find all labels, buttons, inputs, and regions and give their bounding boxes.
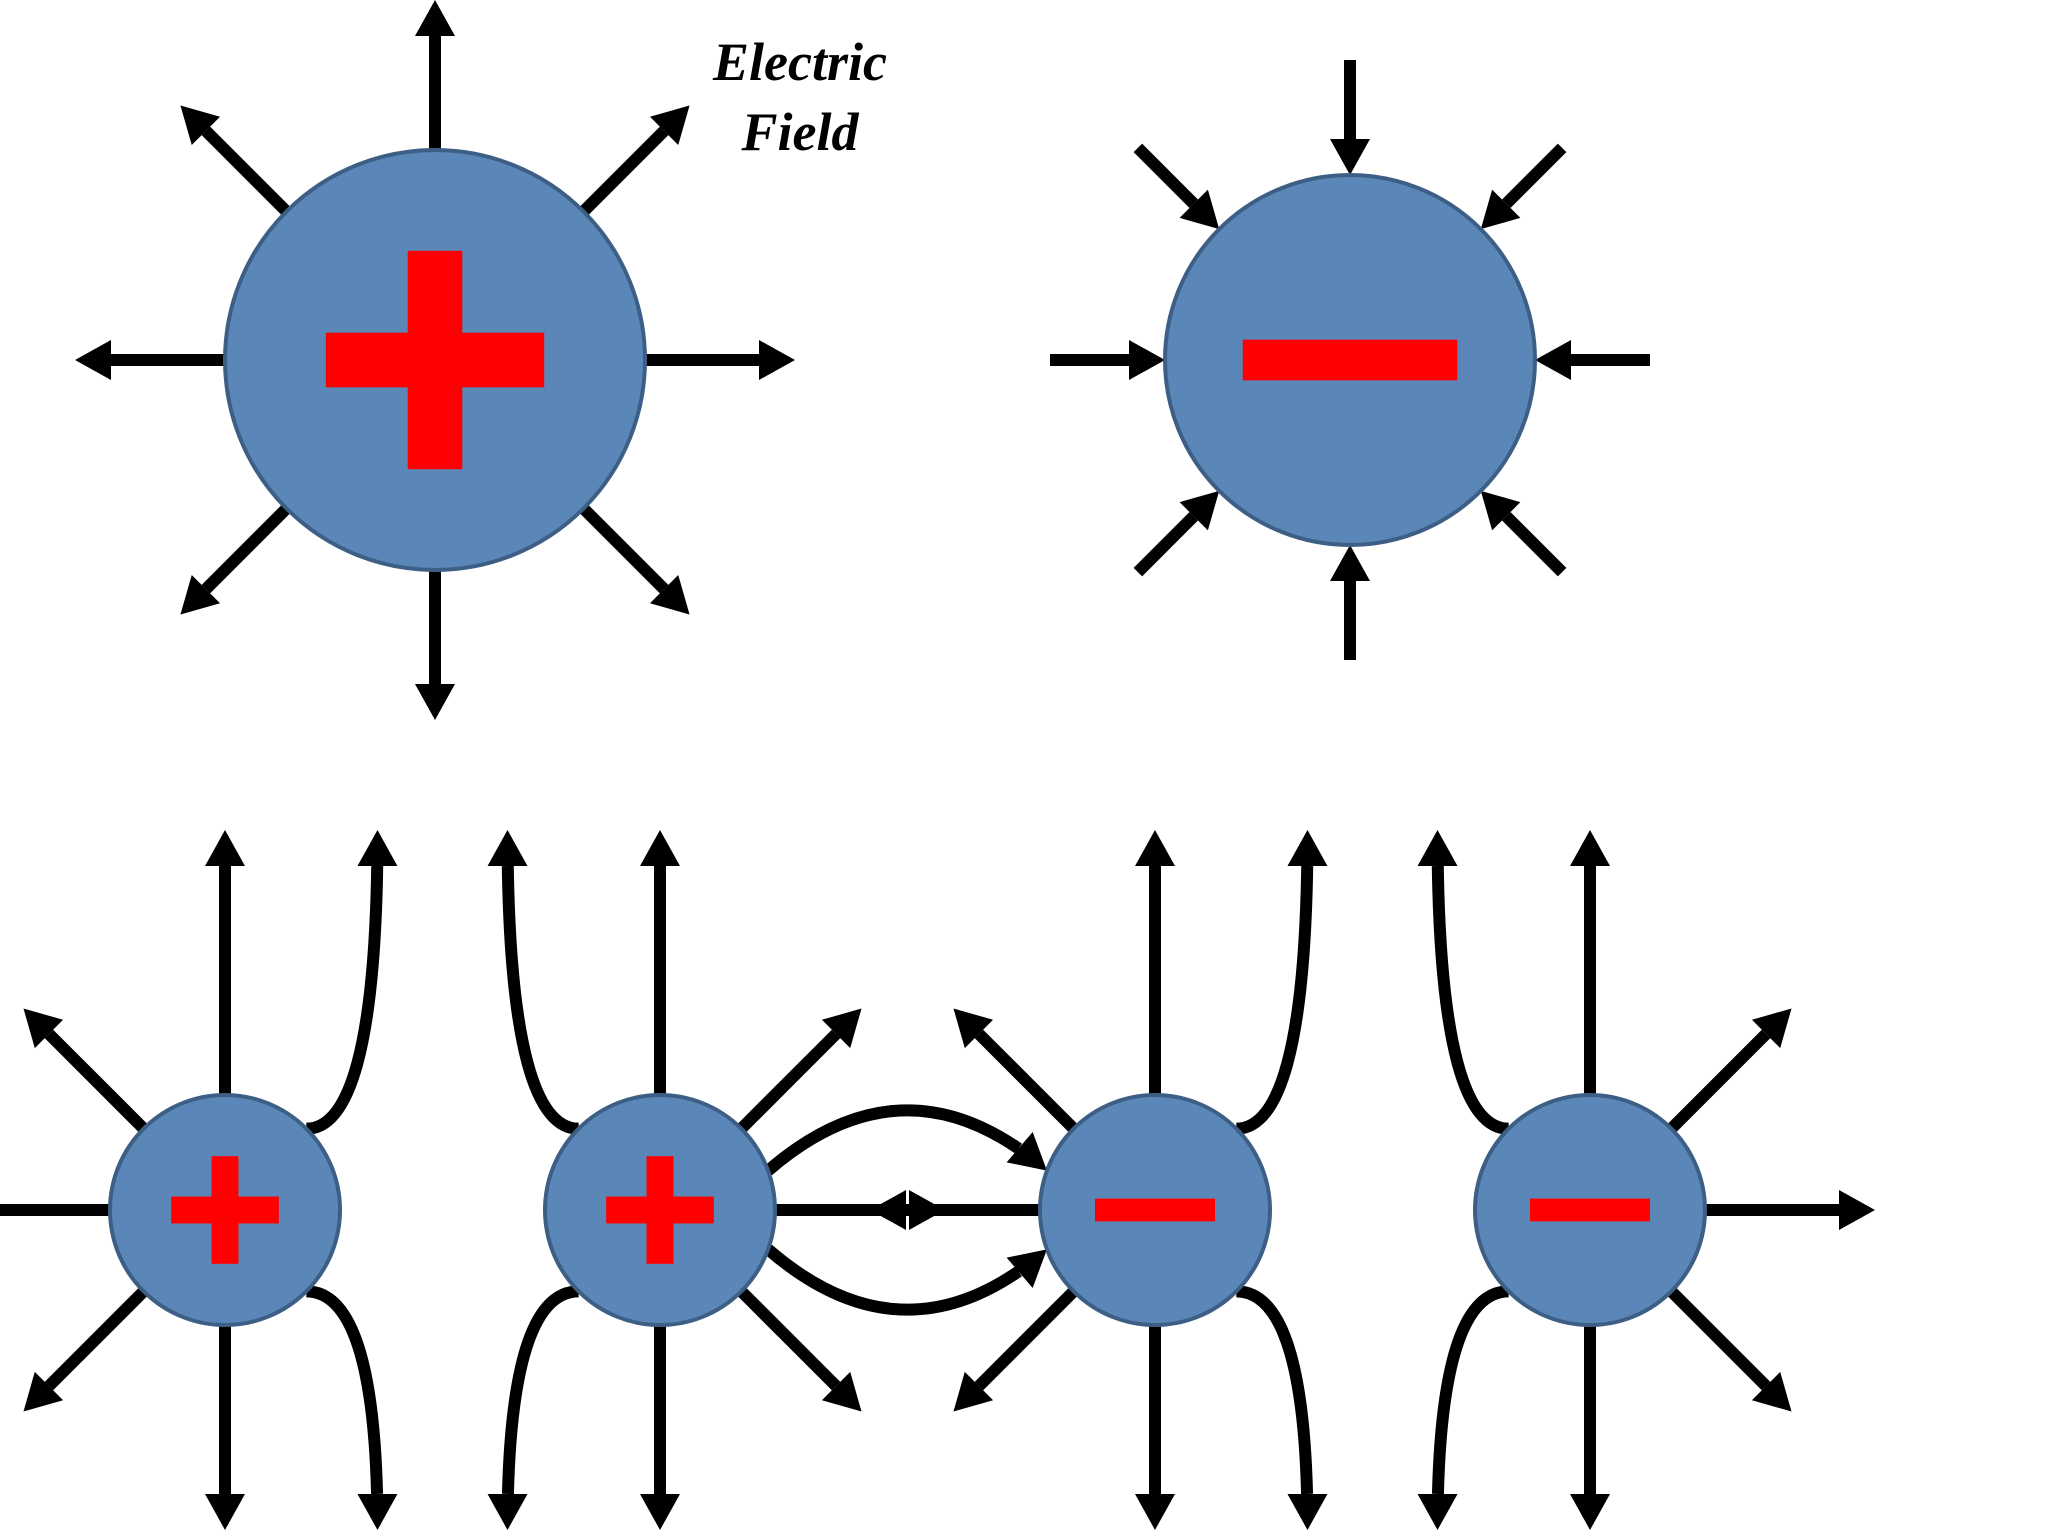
minus-icon	[1243, 340, 1458, 381]
field-arrow-out	[1135, 1325, 1175, 1530]
field-arrow-out	[1705, 1190, 1875, 1230]
field-arrow-out	[1418, 830, 1509, 1129]
field-arrow-out	[1236, 1291, 1327, 1530]
field-arrow-out	[1236, 830, 1327, 1129]
field-arrow-out	[741, 1291, 861, 1411]
minus-icon	[1530, 1199, 1650, 1222]
charge-pos-large	[225, 150, 645, 570]
diagram-title: Electric	[712, 32, 887, 92]
field-arrow-out	[1671, 1008, 1791, 1128]
field-arrow-out	[180, 105, 286, 211]
plus-icon	[212, 1156, 239, 1264]
charge-neg-large	[1165, 175, 1535, 545]
field-arrow-connect	[768, 1110, 1047, 1170]
field-arrow-out	[23, 1008, 143, 1128]
field-arrow-out	[488, 1291, 579, 1530]
field-arrow-out	[180, 508, 286, 614]
field-arrow-out	[870, 1190, 1040, 1230]
plus-icon	[408, 251, 463, 469]
field-arrow-out	[23, 1291, 143, 1411]
charge-neg-a	[1040, 1095, 1270, 1325]
field-arrow-in	[1481, 491, 1562, 572]
field-arrow-in	[1535, 340, 1650, 380]
field-arrow-out	[583, 105, 689, 211]
field-arrow-out	[1570, 830, 1610, 1095]
diagram-title: Field	[741, 102, 860, 162]
charge-neg-b	[1475, 1095, 1705, 1325]
field-arrow-out	[205, 830, 245, 1095]
field-arrow-out	[953, 1291, 1073, 1411]
field-arrow-in	[1330, 60, 1370, 175]
field-arrow-in	[1481, 148, 1562, 229]
field-arrow-out	[953, 1008, 1073, 1128]
field-arrow-in	[1330, 545, 1370, 660]
field-arrow-out	[205, 1325, 245, 1530]
plus-icon	[647, 1156, 674, 1264]
field-arrow-connect	[768, 1249, 1047, 1309]
minus-icon	[1095, 1199, 1215, 1222]
field-arrow-out	[488, 830, 579, 1129]
field-arrow-out	[1135, 830, 1175, 1095]
field-arrow-out	[415, 0, 455, 150]
field-arrow-out	[640, 830, 680, 1095]
field-arrow-out	[645, 340, 795, 380]
field-arrow-in	[1138, 148, 1219, 229]
field-arrow-in	[1050, 340, 1165, 380]
field-arrow-out	[306, 830, 397, 1129]
charge-pos-b	[545, 1095, 775, 1325]
field-arrow-out	[640, 1325, 680, 1530]
charge-pos-a	[110, 1095, 340, 1325]
field-arrow-out	[415, 570, 455, 720]
field-arrow-out	[1418, 1291, 1509, 1530]
field-arrow-in	[1138, 491, 1219, 572]
field-arrow-out	[1570, 1325, 1610, 1530]
field-arrow-out	[306, 1291, 397, 1530]
field-arrow-out	[75, 340, 225, 380]
field-arrow-out	[1671, 1291, 1791, 1411]
field-arrow-out	[741, 1008, 861, 1128]
field-arrow-out	[0, 1190, 110, 1230]
field-arrow-out	[583, 508, 689, 614]
